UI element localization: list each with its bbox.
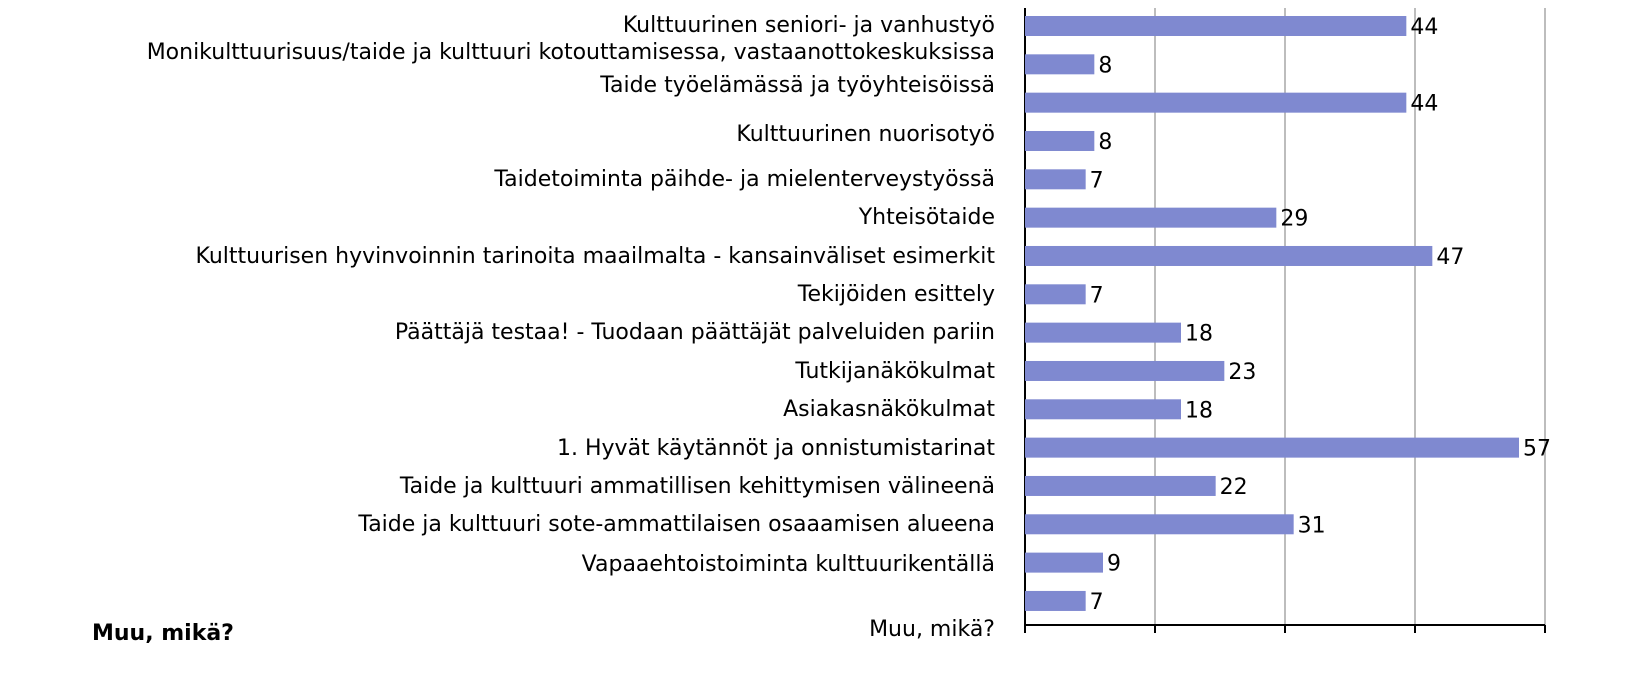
category-label: Päättäjä testaa! - Tuodaan päättäjät pal… [395, 320, 995, 345]
value-label: 23 [1228, 360, 1256, 385]
bar [1025, 552, 1103, 573]
value-label: 44 [1410, 15, 1438, 40]
bar [1025, 245, 1433, 266]
value-label: 9 [1107, 552, 1121, 577]
category-label: Tutkijanäkökulmat [794, 359, 995, 384]
bar [1025, 590, 1086, 611]
value-label: 18 [1185, 322, 1213, 347]
category-label: 1. Hyvät käytännöt ja onnistumistarinat [557, 436, 995, 461]
bar [1025, 92, 1407, 113]
value-label: 22 [1220, 475, 1248, 500]
bar [1025, 322, 1181, 343]
category-label: Tekijöiden esittely [797, 282, 995, 307]
category-label: Taide ja kulttuuri sote-ammattilaisen os… [357, 512, 995, 537]
value-label: 8 [1098, 130, 1112, 155]
bar [1025, 399, 1181, 420]
bar [1025, 130, 1095, 151]
value-label: 47 [1436, 245, 1464, 270]
value-label: 29 [1280, 207, 1308, 232]
category-label: Vapaaehtoistoiminta kulttuurikentällä [582, 552, 995, 577]
bar [1025, 475, 1216, 496]
value-label: 31 [1298, 513, 1326, 538]
bar [1025, 207, 1277, 228]
bar [1025, 360, 1225, 381]
value-label: 7 [1090, 283, 1104, 308]
category-label: Monikulttuurisuus/taide ja kulttuuri kot… [147, 40, 995, 65]
bar [1025, 54, 1095, 75]
category-label: Muu, mikä? [869, 617, 995, 642]
bar [1025, 169, 1086, 190]
value-label: 8 [1098, 53, 1112, 78]
bar [1025, 437, 1519, 458]
category-label: Kulttuurisen hyvinvoinnin tarinoita maai… [196, 244, 996, 269]
category-label: Yhteisötaide [858, 205, 995, 230]
value-label: 7 [1090, 590, 1104, 615]
value-label: 57 [1523, 437, 1551, 462]
bar [1025, 284, 1086, 305]
category-label: Taidetoiminta päihde- ja mielenterveysty… [493, 167, 995, 192]
category-label: Kulttuurinen nuorisotyö [736, 122, 995, 147]
category-label: Kulttuurinen seniori- ja vanhustyö [623, 13, 995, 38]
category-label: Asiakasnäkökulmat [783, 397, 995, 422]
value-label: 44 [1410, 92, 1438, 117]
value-label: 18 [1185, 398, 1213, 423]
category-label: Taide ja kulttuuri ammatillisen kehittym… [399, 474, 995, 499]
bar [1025, 16, 1407, 36]
note: Muu, mikä? [92, 621, 234, 646]
bar [1025, 514, 1294, 535]
category-label: Taide työelämässä ja työyhteisöissä [599, 73, 995, 98]
value-label: 7 [1090, 168, 1104, 193]
